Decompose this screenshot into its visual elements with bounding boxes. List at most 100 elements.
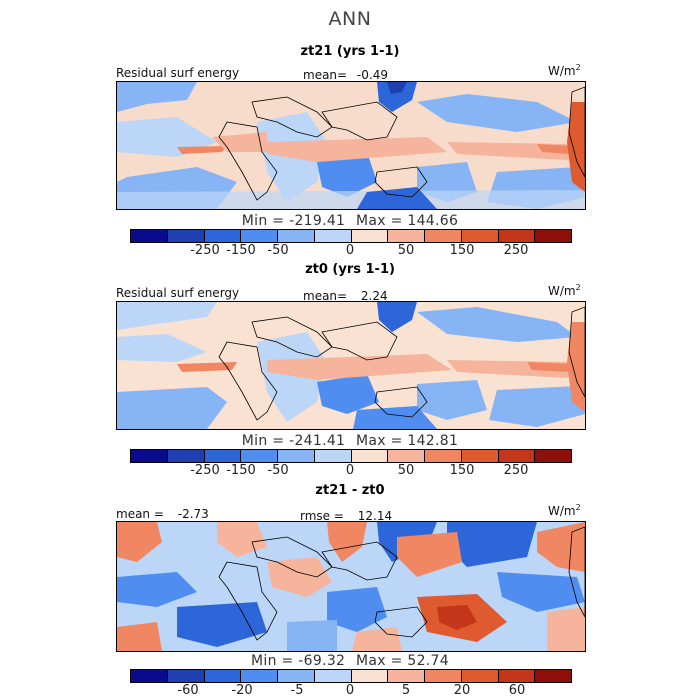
panel-1-mean-stat: mean= -0.49	[303, 68, 388, 82]
colorbar-tick: 250	[503, 463, 529, 478]
colorbar-swatch	[241, 230, 278, 242]
colorbar-swatch	[278, 670, 315, 682]
panel-3-max-value: 52.74	[407, 653, 449, 669]
panel-2-mean-stat: mean= 2.24	[303, 289, 388, 303]
colorbar-swatch	[241, 450, 278, 462]
panel-1-min-label: Min =	[241, 213, 285, 229]
colorbar-swatch	[167, 670, 205, 682]
colorbar-tick: 60	[508, 683, 526, 698]
colorbar-tick: 20	[453, 683, 471, 698]
colorbar-swatch	[278, 450, 315, 462]
colorbar-swatch	[167, 230, 205, 242]
colorbar-tick: 150	[449, 243, 475, 258]
panel-3-mean-label: mean =	[116, 507, 164, 521]
colorbar-swatch	[351, 450, 389, 462]
panel-3-title: zt21 - zt0	[315, 483, 385, 498]
colorbar-swatch	[388, 670, 425, 682]
colorbar-tick: -50	[267, 463, 289, 478]
colorbar-tick: -150	[226, 243, 256, 258]
panel-2-max-value: 142.81	[407, 433, 459, 449]
colorbar-swatch	[498, 230, 536, 242]
colorbar-tick: -20	[231, 683, 253, 698]
panel-2-minmax: Min = -241.41 Max = 142.81	[0, 433, 700, 449]
colorbar-swatch	[241, 670, 278, 682]
colorbar-swatch	[131, 670, 168, 682]
panel-1-minmax: Min = -219.41 Max = 144.66	[0, 213, 700, 229]
colorbar-swatch	[461, 450, 499, 462]
colorbar-swatch	[498, 450, 536, 462]
colorbar-swatch	[425, 230, 462, 242]
colorbar-swatch	[314, 230, 352, 242]
panel-1-mean-value: -0.49	[356, 68, 388, 82]
panel-1-title: zt21 (yrs 1-1)	[300, 44, 400, 59]
colorbar-swatch	[167, 450, 205, 462]
colorbar-tick: -50	[267, 243, 289, 258]
colorbar-tick: -150	[226, 463, 256, 478]
panel-3-colorbar	[130, 669, 572, 683]
panel-2-map	[116, 301, 586, 430]
colorbar-swatch	[425, 670, 462, 682]
panel-3-map-field	[117, 522, 585, 651]
colorbar-tick: 0	[345, 683, 355, 698]
panel-3-min-label: Min =	[251, 653, 294, 669]
panel-1-map-field	[117, 82, 585, 209]
colorbar-swatch	[278, 230, 315, 242]
panel-2-max-label: Max =	[356, 433, 403, 449]
panel-2-mean-value: 2.24	[360, 289, 388, 303]
colorbar-swatch	[425, 450, 462, 462]
colorbar-tick: -250	[190, 243, 220, 258]
panel-1-max-value: 144.66	[407, 213, 459, 229]
panel-3-mean-value: -2.73	[177, 507, 209, 521]
colorbar-swatch	[461, 670, 499, 682]
colorbar-tick: -250	[190, 463, 220, 478]
colorbar-tick: 5	[401, 683, 411, 698]
panel-2-title: zt0 (yrs 1-1)	[305, 262, 395, 277]
colorbar-swatch	[314, 450, 352, 462]
colorbar-tick: -60	[177, 683, 199, 698]
colorbar-swatch	[535, 450, 571, 462]
colorbar-swatch	[204, 230, 242, 242]
panel-3-rmse-stat: rmse = 12.14	[300, 509, 392, 523]
panel-2-variable-label: Residual surf energy	[116, 286, 240, 300]
colorbar-swatch	[351, 230, 389, 242]
figure-title: ANN	[328, 8, 372, 30]
panel-1-units: W/m2	[548, 63, 581, 78]
panel-1-colorbar	[130, 229, 572, 243]
panel-1-mean-label: mean=	[303, 68, 348, 82]
colorbar-swatch	[535, 670, 571, 682]
panel-3-rmse-label: rmse =	[300, 509, 344, 523]
colorbar-tick: 0	[345, 243, 355, 258]
panel-2-colorbar	[130, 449, 572, 463]
colorbar-swatch	[131, 230, 168, 242]
panel-3-max-label: Max =	[356, 653, 403, 669]
panel-1-variable-label: Residual surf energy	[116, 66, 240, 80]
panel-2-map-field	[117, 302, 585, 429]
colorbar-tick: 250	[503, 243, 529, 258]
colorbar-tick: 0	[345, 463, 355, 478]
colorbar-swatch	[461, 230, 499, 242]
colorbar-swatch	[314, 670, 352, 682]
colorbar-tick: 150	[449, 463, 475, 478]
colorbar-swatch	[204, 450, 242, 462]
colorbar-swatch	[388, 450, 425, 462]
panel-3-rmse-value: 12.14	[357, 509, 393, 523]
panel-2-min-label: Min =	[241, 433, 285, 449]
panel-3-mean-stat: mean = -2.73	[116, 507, 209, 521]
panel-3-units: W/m2	[548, 503, 581, 518]
panel-1-min-value: -219.41	[289, 213, 346, 229]
panel-3-map	[116, 521, 586, 652]
colorbar-swatch	[204, 670, 242, 682]
colorbar-swatch	[131, 450, 168, 462]
colorbar-swatch	[388, 230, 425, 242]
colorbar-tick: 50	[397, 463, 415, 478]
colorbar-swatch	[498, 670, 536, 682]
panel-3-min-value: -69.32	[298, 653, 346, 669]
panel-1-map	[116, 81, 586, 210]
colorbar-tick: 50	[397, 243, 415, 258]
colorbar-swatch	[535, 230, 571, 242]
panel-2-mean-label: mean=	[303, 289, 348, 303]
panel-3-minmax: Min = -69.32 Max = 52.74	[0, 653, 700, 669]
colorbar-swatch	[351, 670, 389, 682]
colorbar-tick: -5	[290, 683, 304, 698]
panel-2-units: W/m2	[548, 283, 581, 298]
